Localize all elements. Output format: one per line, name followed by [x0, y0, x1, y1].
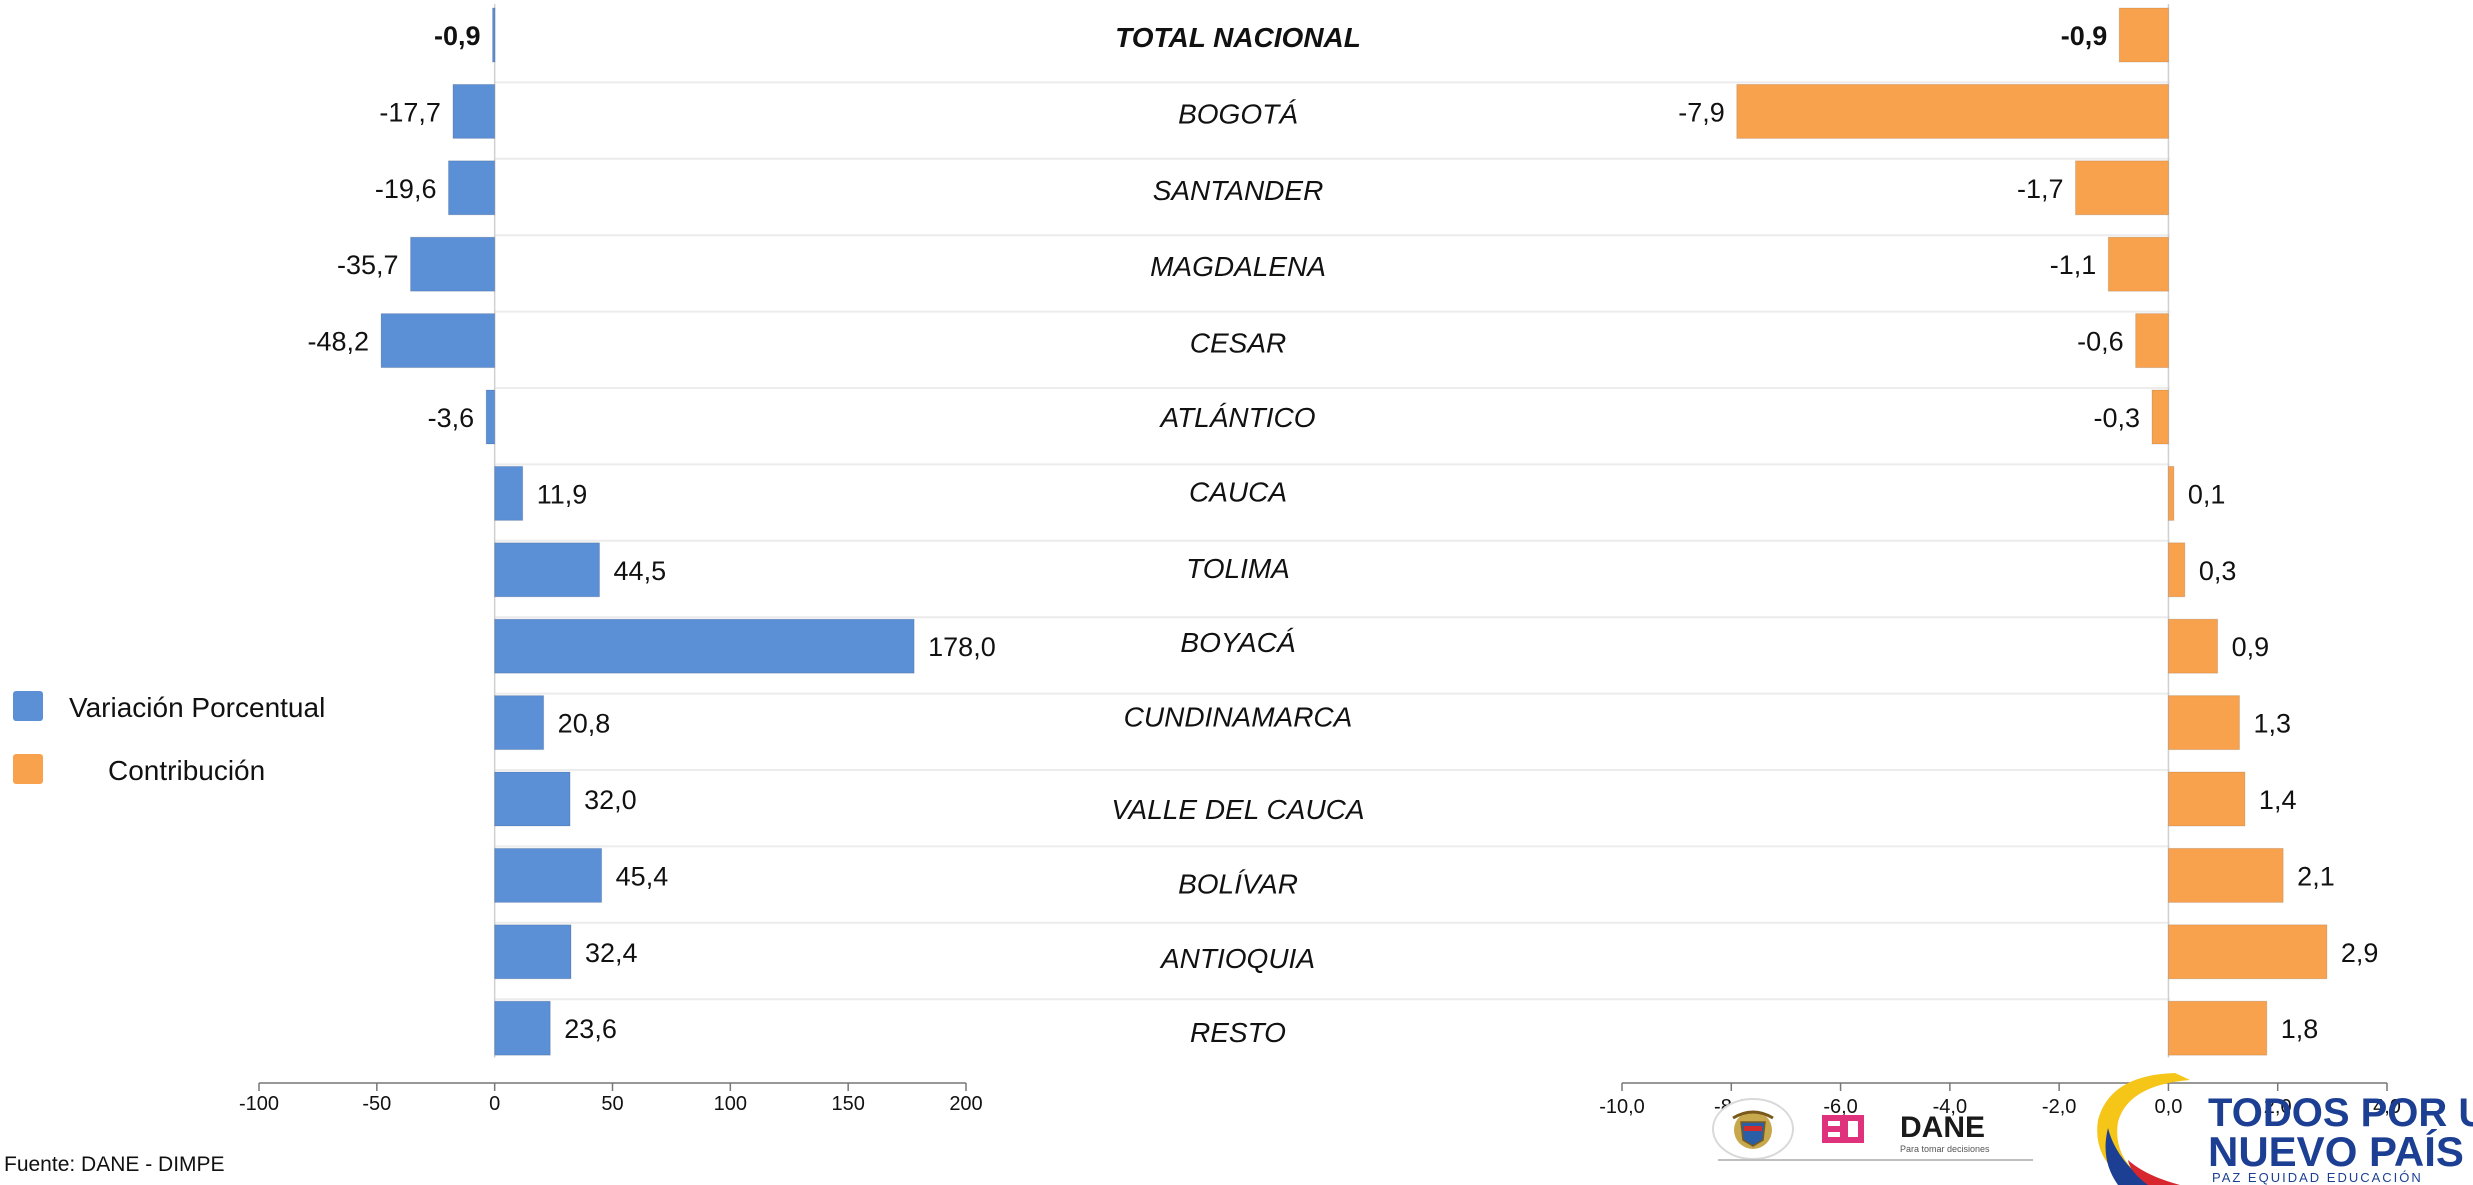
source-note: Fuente: DANE - DIMPE: [4, 1153, 225, 1176]
region-labels: TOTAL NACIONAL BOGOTÁ SANTANDER MAGDALENA CE…: [1111, 22, 1364, 1048]
contribution-x-tick-label: -6,0: [1823, 1096, 1857, 1118]
contribution-bar-cesar: [2136, 314, 2169, 368]
svg-text:DANE: DANE: [1900, 1111, 1985, 1144]
contribution-x-tick-label: 0,0: [2155, 1096, 2183, 1118]
contribution-value-label: -7,9: [1678, 97, 1725, 127]
contribution-value-label: 1,8: [2281, 1014, 2319, 1044]
todos-por-un-nuevo-pais-logo: TODOS POR UN NUEVO PAÍS PAZ EQUIDAD EDUC…: [2097, 1073, 2473, 1185]
variation-bar-cauca: [495, 466, 523, 520]
region-label-valle-del-cauca: VALLE DEL CAUCA: [1111, 794, 1364, 825]
variation-bar-antioquia: [495, 925, 571, 979]
legend: Variación Porcentual Contribución: [13, 691, 325, 786]
variation-value-label: 11,9: [537, 479, 588, 509]
region-label-total-nacional: TOTAL NACIONAL: [1115, 22, 1361, 53]
region-label-cundinamarca: CUNDINAMARCA: [1124, 702, 1353, 733]
contribution-bar-valle-del-cauca: [2168, 772, 2245, 826]
legend-variation-label: Variación Porcentual: [69, 692, 325, 723]
svg-text:Para tomar decisiones: Para tomar decisiones: [1900, 1144, 1990, 1154]
contribution-bar-boyaca: [2168, 619, 2217, 673]
variation-value-label: -19,6: [375, 174, 437, 204]
contribution-x-tick-label: -2,0: [2042, 1096, 2076, 1118]
region-label-boyaca: BOYACÁ: [1180, 627, 1295, 658]
variation-bar-tolima: [495, 543, 600, 597]
legend-contribution-label: Contribución: [108, 755, 265, 786]
variation-x-tick-label: 0: [489, 1093, 500, 1115]
variation-bar-total-nacional: [493, 8, 496, 62]
region-label-resto: RESTO: [1190, 1017, 1286, 1048]
contribution-value-label: 1,4: [2259, 785, 2297, 815]
variation-bar-magdalena: [411, 237, 495, 291]
region-label-bolivar: BOLÍVAR: [1178, 868, 1298, 899]
contribution-value-label: 2,1: [2297, 861, 2335, 891]
variation-value-label: 32,4: [585, 938, 638, 968]
contribution-bar-bolivar: [2168, 848, 2283, 902]
contribution-value-label: -0,3: [2094, 403, 2141, 433]
contribution-bar-santander: [2076, 161, 2169, 215]
region-label-santander: SANTANDER: [1153, 175, 1324, 206]
variation-bar-resto: [495, 1001, 551, 1055]
contribution-value-label: -0,6: [2077, 327, 2124, 357]
contribution-x-tick-label: -10,0: [1599, 1096, 1645, 1118]
variation-x-tick-label: 100: [714, 1093, 747, 1115]
variation-bar-valle-del-cauca: [495, 772, 570, 826]
contribution-value-label: 0,1: [2188, 479, 2226, 509]
contribution-bar-tolima: [2168, 543, 2184, 597]
legend-variation-swatch: [13, 691, 43, 721]
region-label-atlantico: ATLÁNTICO: [1158, 402, 1315, 433]
variation-bar-cesar: [381, 314, 495, 368]
contribution-value-label: 0,9: [2232, 632, 2270, 662]
contribution-bar-chart: -0,9 -7,9 -1,7 -1,1 -0,6 -0,3 0,1 0,3 0,9 1,3 1,4 2…: [1599, 4, 2401, 1118]
variation-value-label: -3,6: [428, 403, 475, 433]
variation-value-label: -0,9: [434, 21, 481, 51]
variation-bar-santander: [448, 161, 494, 215]
variation-x-tick-label: -50: [362, 1093, 391, 1115]
variation-x-tick-label: 50: [601, 1093, 623, 1115]
variation-value-label: 44,5: [614, 556, 667, 586]
contribution-bar-cauca: [2168, 466, 2173, 520]
dane-logo: DANE Para tomar decisiones: [1822, 1111, 1990, 1154]
region-label-cesar: CESAR: [1190, 328, 1286, 359]
svg-text:NUEVO PAÍS: NUEVO PAÍS: [2208, 1128, 2464, 1175]
variation-value-label: 178,0: [928, 632, 996, 662]
variation-value-label: 23,6: [564, 1014, 617, 1044]
region-label-magdalena: MAGDALENA: [1150, 251, 1326, 282]
variation-x-tick-label: 200: [949, 1093, 982, 1115]
variation-value-label: 20,8: [558, 709, 611, 739]
contribution-value-label: 1,3: [2253, 709, 2291, 739]
region-label-tolima: TOLIMA: [1186, 553, 1290, 584]
variation-value-label: -48,2: [308, 327, 370, 357]
contribution-value-label: -1,7: [2017, 174, 2064, 204]
variation-bar-atlantico: [486, 390, 494, 444]
variation-bar-bogota: [453, 84, 495, 138]
variation-bar-chart: -0,9 -17,7 -19,6 -35,7 -48,2 -3,6 11,9 44,5 178,…: [239, 4, 996, 1115]
contribution-value-label: 0,3: [2199, 556, 2237, 586]
svg-text:PAZ EQUIDAD EDUCACIÓN: PAZ EQUIDAD EDUCACIÓN: [2212, 1170, 2423, 1185]
contribution-bar-resto: [2168, 1001, 2266, 1055]
colombia-coat-of-arms-logo: [1713, 1099, 1793, 1159]
region-label-cauca: CAUCA: [1189, 476, 1287, 507]
contribution-bar-atlantico: [2152, 390, 2168, 444]
variation-x-tick-label: 150: [831, 1093, 864, 1115]
region-label-bogota: BOGOTÁ: [1178, 98, 1298, 129]
variation-bar-cundinamarca: [495, 696, 544, 750]
variation-bar-boyaca: [495, 619, 914, 673]
contribution-value-label: -1,1: [2050, 250, 2097, 280]
contribution-bar-total-nacional: [2119, 8, 2168, 62]
variation-value-label: 45,4: [616, 861, 669, 891]
contribution-bar-magdalena: [2108, 237, 2168, 291]
variation-bar-bolivar: [495, 848, 602, 902]
row-separators: [495, 82, 2170, 999]
variation-value-label: -35,7: [337, 250, 399, 280]
contribution-bar-cundinamarca: [2168, 696, 2239, 750]
contribution-value-label: -0,9: [2061, 21, 2108, 51]
legend-contribution-swatch: [13, 754, 43, 784]
variation-x-tick-label: -100: [239, 1093, 279, 1115]
region-label-antioquia: ANTIOQUIA: [1159, 943, 1315, 974]
contribution-value-label: 2,9: [2341, 938, 2379, 968]
variation-value-label: 32,0: [584, 785, 637, 815]
contribution-bar-antioquia: [2168, 925, 2326, 979]
variation-value-label: -17,7: [379, 97, 441, 127]
contribution-bar-bogota: [1737, 84, 2169, 138]
